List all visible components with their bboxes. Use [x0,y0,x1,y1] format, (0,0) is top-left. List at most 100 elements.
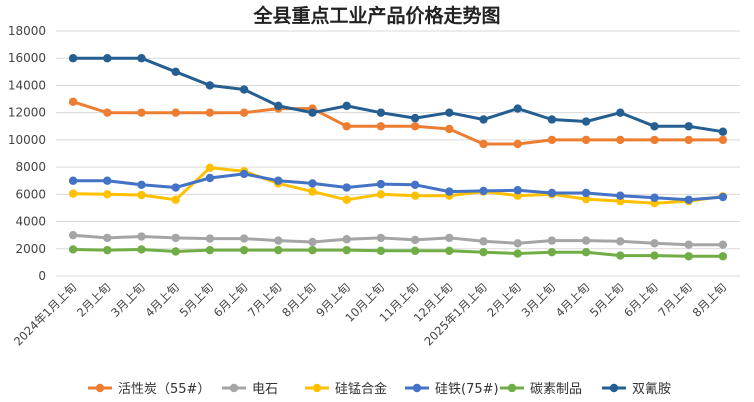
data-point [479,186,488,196]
data-point [308,108,317,117]
legend-item: 活性炭（55#） [88,382,210,397]
series-1 [68,230,728,249]
data-point [410,180,420,190]
data-point [342,195,351,204]
data-point [445,246,454,256]
data-point [308,179,317,188]
data-point [479,247,488,257]
data-point [684,252,693,261]
x-tick-label: 4月上旬 [142,280,181,319]
data-point [650,239,659,248]
legend-swatch-marker [95,383,105,393]
data-point [171,183,180,192]
data-point [68,189,78,198]
data-point [581,236,591,245]
y-tick-label: 4000 [15,215,46,229]
x-tick-label: 7月上旬 [655,280,694,319]
legend-label: 电石 [252,382,278,397]
data-point [445,187,454,196]
data-point [718,135,728,145]
y-tick-label: 12000 [8,106,46,120]
y-tick-label: 18000 [8,24,46,38]
data-point [513,139,522,149]
data-point [274,245,283,255]
data-point [205,245,215,255]
data-point [68,97,78,106]
data-point [684,122,693,131]
data-point [171,195,180,204]
data-point [479,139,488,149]
data-point [68,54,78,63]
data-point [103,245,112,255]
x-tick-label: 8月上旬 [279,280,318,319]
data-point [650,122,659,131]
data-point [718,127,728,136]
legend-item: 双氰胺 [602,381,671,397]
data-point [103,233,112,243]
data-point [581,247,591,257]
data-point [376,190,386,199]
y-tick-label: 16000 [8,51,46,65]
chart-title: 全县重点工业产品价格走势图 [252,4,500,27]
data-point [616,135,625,145]
legend-item: 硅铁(75#) [405,382,499,397]
x-tick-label: 5月上旬 [587,280,626,319]
data-point [581,117,591,126]
data-point [103,190,112,199]
data-point [68,230,78,240]
data-point [684,240,693,249]
data-point [616,191,625,200]
data-point [479,237,488,246]
data-point [581,194,591,204]
x-tick-label: 3月上旬 [519,280,558,319]
data-point [205,81,215,90]
legend-item: 硅锰合金 [305,381,387,397]
data-point [513,186,522,195]
data-point [547,247,557,257]
data-point [547,115,557,124]
y-tick-label: 0 [38,269,46,283]
data-point [274,176,283,185]
data-point [581,188,591,198]
data-point [616,237,625,246]
series-5 [68,54,728,136]
x-tick-label: 2月上旬 [74,280,113,319]
data-point [718,252,728,261]
data-point [137,180,146,190]
data-point [274,236,283,245]
data-point [410,246,420,256]
data-point [410,113,420,123]
data-point [547,188,557,198]
data-point [445,108,454,117]
data-point [274,101,283,111]
data-point [137,232,146,241]
data-point [68,176,78,185]
series-line [71,233,725,247]
x-axis-ticks: 2024年1月上旬2月上旬3月上旬4月上旬5月上旬6月上旬7月上旬8月上旬9月上… [11,280,729,348]
data-point [650,251,659,260]
data-point [171,247,180,256]
data-point [547,236,557,245]
data-point [684,135,693,145]
data-point [239,234,249,243]
y-tick-label: 10000 [8,133,46,147]
data-point [410,191,420,200]
data-point [616,251,625,260]
data-point [137,190,146,200]
data-point [616,108,625,117]
legend-swatch-marker [609,383,619,393]
data-point [205,163,215,172]
series-line [71,172,725,202]
data-point [103,54,112,63]
legend-item: 电石 [222,382,278,397]
data-point [376,246,386,256]
legend-label: 活性炭（55#） [118,382,210,397]
data-point [308,187,317,196]
y-tick-label: 6000 [15,187,46,201]
data-point [308,237,317,247]
data-point [137,54,146,63]
series-line [71,248,725,258]
data-point [342,245,351,255]
data-point [171,67,180,77]
data-point [205,108,215,117]
